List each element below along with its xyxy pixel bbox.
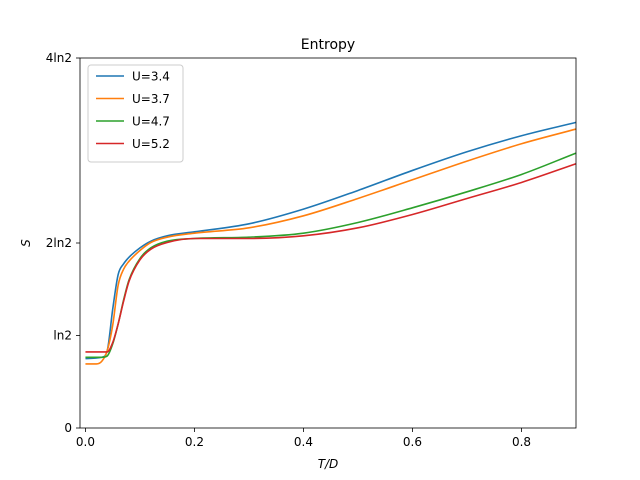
x-tick-label: 0.2: [185, 435, 204, 449]
legend-label: U=3.4: [132, 70, 170, 84]
y-axis: 0 ln2 2ln2 4ln2: [46, 51, 80, 435]
legend-box: [87, 64, 184, 163]
x-tick-label: 0.8: [512, 435, 531, 449]
y-tick-label: 0: [64, 421, 72, 435]
x-tick-label: 0.4: [294, 435, 313, 449]
plot-lines: [85, 121, 577, 365]
series-line-2: [85, 128, 577, 365]
series-line-1: [85, 121, 577, 360]
x-axis-label: T/D: [318, 457, 339, 471]
x-axis: 0.0 0.2 0.4 0.6 0.8: [76, 428, 531, 449]
x-tick-label: 0.0: [76, 435, 95, 449]
chart-title: Entropy: [301, 37, 355, 53]
y-tick-label: 2ln2: [46, 236, 72, 250]
legend-label: U=5.2: [132, 137, 170, 151]
legend-label: U=4.7: [132, 115, 170, 129]
y-axis-label: S: [19, 239, 33, 247]
x-tick-label: 0.6: [403, 435, 422, 449]
legend: U=3.4 U=3.7 U=4.7 U=5.2: [87, 64, 184, 163]
y-tick-label: 4ln2: [46, 51, 72, 65]
series-line-4: [85, 163, 577, 353]
y-tick-label: ln2: [53, 329, 72, 343]
legend-label: U=3.7: [132, 92, 170, 106]
